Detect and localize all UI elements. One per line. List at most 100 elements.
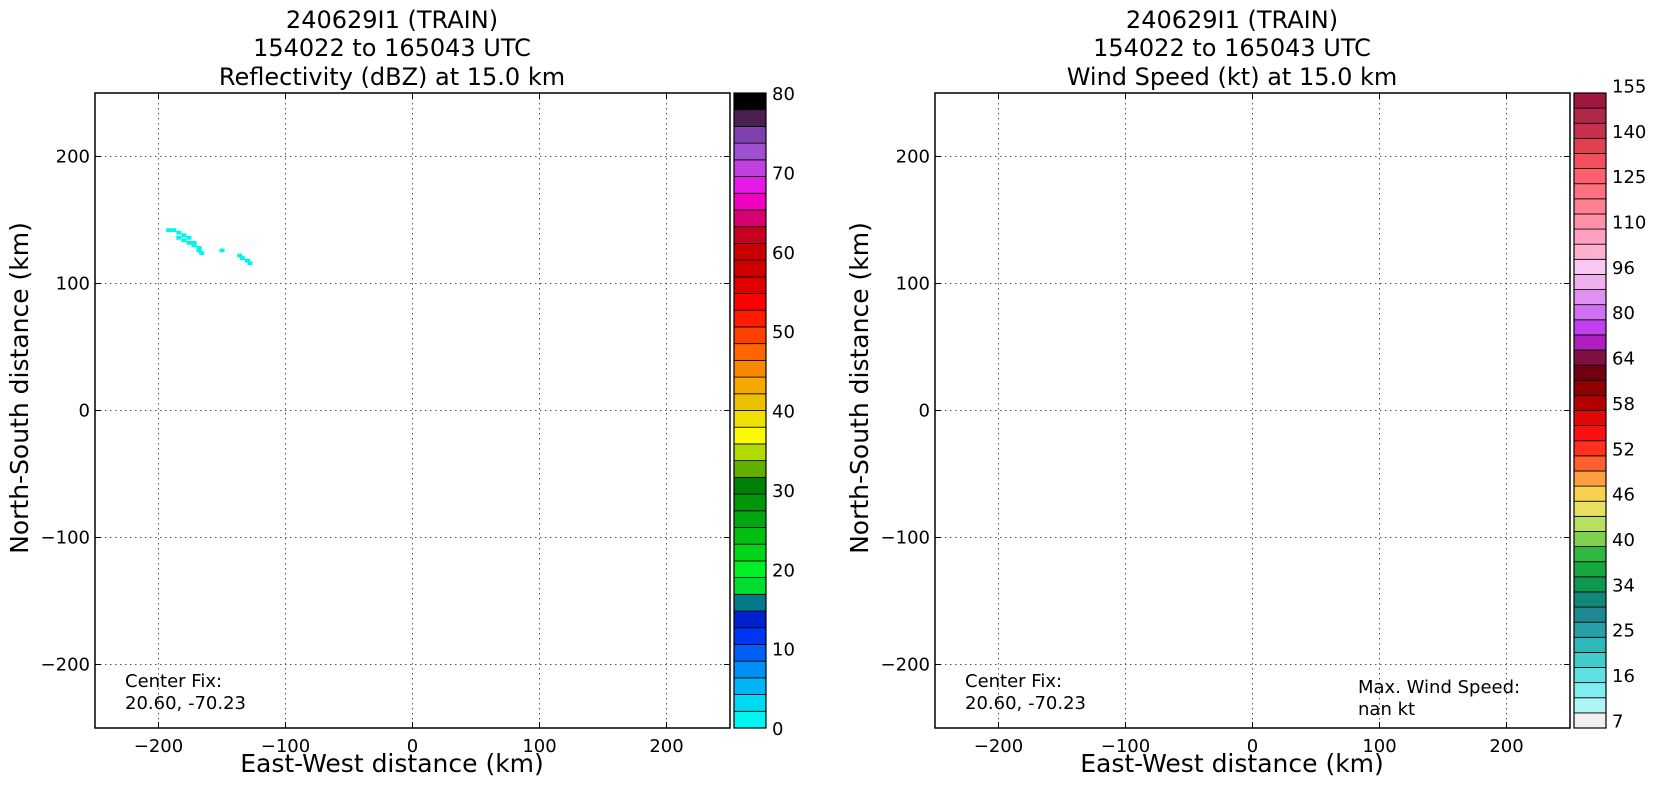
colorbar-swatch	[1573, 455, 1607, 472]
max-wind-speed-value: nan kt	[1358, 699, 1415, 720]
colorbar-swatch	[733, 410, 767, 428]
colorbar-swatch	[1573, 364, 1607, 381]
colorbar-swatch	[1573, 349, 1607, 366]
plot-area: −200 −100 0 100 200 −200 −100 0 100 200	[881, 92, 1571, 757]
reflectivity-cell	[176, 230, 182, 235]
colorbar-tick-label: 40	[772, 402, 795, 423]
x-tick-label: 100	[522, 736, 556, 757]
colorbar-swatch	[733, 343, 767, 361]
colorbar-swatch	[733, 476, 767, 495]
title-line-2: 154022 to 165043 UTC	[253, 34, 531, 62]
colorbar-frame	[1573, 92, 1607, 729]
colorbar-swatch	[1573, 183, 1607, 200]
colorbar-tick-label: 10	[772, 640, 795, 661]
colorbar-swatch	[733, 393, 767, 411]
colorbar-swatch	[733, 326, 767, 345]
colorbar-swatch	[733, 527, 767, 545]
colorbar-tick-label: 155	[1612, 76, 1646, 97]
colorbar: 7 16 25 34 40 46 52 58 64 80 96 110 125 140 155	[1573, 76, 1646, 732]
y-tick-label: 200	[56, 147, 90, 168]
colorbar-swatch	[733, 259, 767, 278]
colorbar-swatch	[1573, 228, 1607, 245]
reflectivity-cell	[244, 258, 250, 263]
colorbar-tick-label: 30	[772, 481, 795, 502]
colorbar-swatch	[733, 577, 767, 595]
reflectivity-cell	[186, 240, 192, 245]
reflectivity-cell	[196, 248, 202, 253]
colorbar-swatch	[733, 644, 767, 662]
colorbar-tick-label: 40	[1612, 530, 1635, 551]
colorbar-swatch	[1573, 561, 1607, 578]
colorbar-swatch	[733, 493, 767, 512]
colorbar-swatch	[1573, 137, 1607, 154]
plot-area: −200 −100 0 100 200 −200 −100 0 100 200	[41, 92, 731, 757]
colorbar-swatch	[733, 560, 767, 579]
colorbar-swatch	[1573, 591, 1607, 608]
colorbar-swatch	[733, 276, 767, 294]
colorbar-swatch	[733, 510, 767, 528]
colorbar-tick-label: 80	[1612, 303, 1635, 324]
y-tick-label: 0	[919, 401, 930, 422]
colorbar-tick-label: 20	[772, 560, 795, 581]
colorbar-swatch	[733, 126, 767, 144]
x-tick-label: 200	[1489, 736, 1523, 757]
colorbar-swatch	[1573, 425, 1607, 442]
colorbar-swatch	[1573, 531, 1607, 547]
x-tick-label: 0	[1247, 736, 1258, 757]
reflectivity-cell	[176, 235, 182, 240]
reflectivity-cell	[196, 246, 202, 250]
x-tick-label: −100	[261, 736, 310, 757]
colorbar-tick-label: 96	[1612, 258, 1635, 279]
colorbar-swatch	[733, 627, 767, 645]
colorbar-swatch	[1573, 319, 1607, 336]
colorbar-swatch	[733, 710, 767, 729]
colorbar-swatch	[733, 426, 767, 445]
reflectivity-cell	[199, 251, 205, 255]
colorbar: 0 10 20 30 40 50 60 70 80	[733, 84, 795, 740]
colorbar-swatch	[1573, 621, 1607, 638]
colorbar-swatch	[733, 226, 767, 244]
colorbar-swatch	[1573, 243, 1607, 260]
colorbar-tick-label: 16	[1612, 666, 1635, 687]
reflectivity-cell	[219, 248, 225, 253]
y-tick-label: 0	[79, 401, 90, 422]
colorbar-swatch	[733, 309, 767, 328]
colorbar-swatch	[1573, 576, 1607, 593]
colorbar-swatch	[1573, 636, 1607, 653]
center-fix-value: 20.60, -70.23	[965, 693, 1086, 714]
colorbar-swatch	[1573, 92, 1607, 109]
center-fix-label: Center Fix:	[965, 671, 1062, 692]
colorbar-swatch	[1573, 153, 1607, 169]
reflectivity-cell	[181, 233, 187, 238]
center-fix-value: 20.60, -70.23	[125, 693, 246, 714]
colorbar-swatch	[733, 694, 767, 712]
colorbar-swatch	[1573, 258, 1607, 275]
colorbar-swatch	[1573, 394, 1607, 411]
colorbar-swatch	[1573, 379, 1607, 396]
colorbar-tick-label: 80	[772, 84, 795, 105]
colorbar-swatch	[1573, 122, 1607, 139]
reflectivity-cell	[239, 256, 245, 261]
y-tick-label: −100	[41, 528, 90, 549]
colorbar-swatch	[1573, 500, 1607, 517]
y-axis-label: North-South distance (km)	[5, 222, 34, 554]
colorbar-swatch	[1573, 410, 1607, 427]
x-axis-label: East-West distance (km)	[240, 749, 544, 778]
reflectivity-panel: 240629I1 (TRAIN) 154022 to 165043 UTC Re…	[5, 6, 795, 778]
colorbar-swatch	[1573, 712, 1607, 729]
title-line-1: 240629I1 (TRAIN)	[1126, 6, 1338, 34]
colorbar-swatch	[733, 677, 767, 695]
colorbar-swatch	[1573, 289, 1607, 306]
title-line-1: 240629I1 (TRAIN)	[286, 6, 498, 34]
colorbar-tick-label: 125	[1612, 167, 1646, 188]
y-tick-label: −200	[881, 655, 930, 676]
colorbar-swatch	[1573, 168, 1607, 185]
colorbar-swatch	[733, 293, 767, 311]
colorbar-tick-label: 34	[1612, 575, 1635, 596]
colorbar-tick-label: 110	[1612, 213, 1646, 234]
colorbar-swatch	[733, 209, 767, 228]
colorbar-swatch	[733, 159, 767, 177]
colorbar-swatch	[733, 660, 767, 679]
x-axis-label: East-West distance (km)	[1080, 749, 1384, 778]
